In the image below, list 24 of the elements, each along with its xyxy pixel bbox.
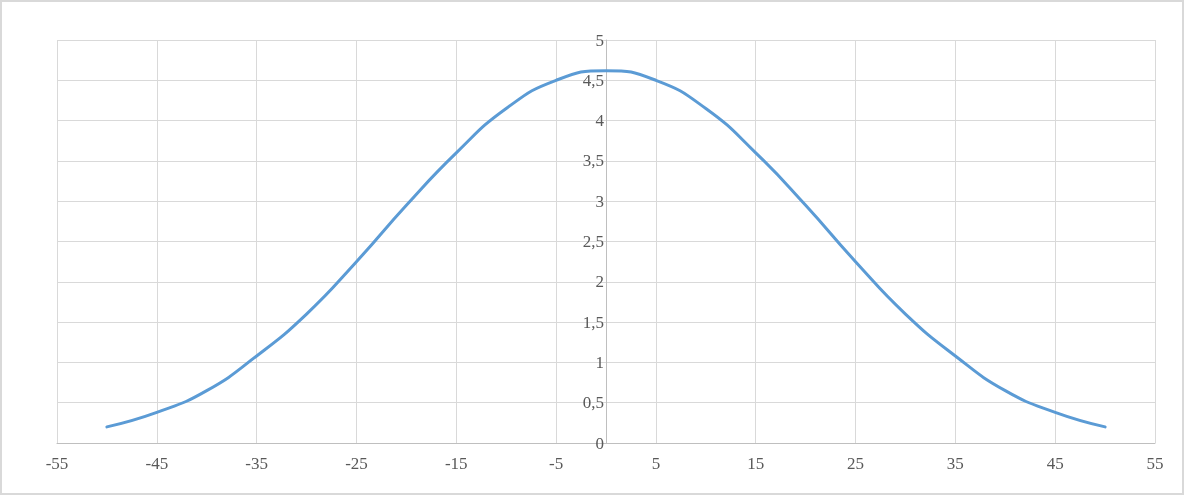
- y-tick-label: 2: [595, 272, 604, 292]
- x-tick-label: -25: [345, 454, 368, 473]
- y-tick-label: 2,5: [582, 232, 604, 251]
- line-series: [105, 69, 1107, 429]
- y-tick-label: 0,5: [582, 393, 604, 413]
- y-tick-label: 1,5: [582, 312, 604, 332]
- x-tick-label: -35: [245, 454, 268, 473]
- y-tick-label: 3: [595, 191, 604, 211]
- x-tick-label: -5: [549, 454, 564, 473]
- x-tick-label: 45: [1046, 454, 1064, 473]
- y-tick-label: 3,5: [582, 151, 604, 171]
- x-tick-label: 5: [651, 454, 661, 473]
- x-tick-label: 35: [946, 454, 964, 473]
- x-tick-label: -15: [444, 454, 468, 473]
- x-tick-label: 55: [1146, 454, 1164, 473]
- y-tick-label: 4: [595, 111, 605, 131]
- y-tick-label: 4,5: [582, 70, 604, 90]
- x-tick-label: 15: [747, 454, 765, 473]
- y-tick-label: 0: [595, 433, 604, 453]
- x-tick-label: -45: [145, 454, 169, 473]
- y-tick-label: 1: [595, 352, 604, 372]
- x-tick-label: -55: [45, 454, 69, 473]
- y-tick-label: 5: [595, 30, 604, 50]
- x-tick-label: 25: [847, 454, 865, 473]
